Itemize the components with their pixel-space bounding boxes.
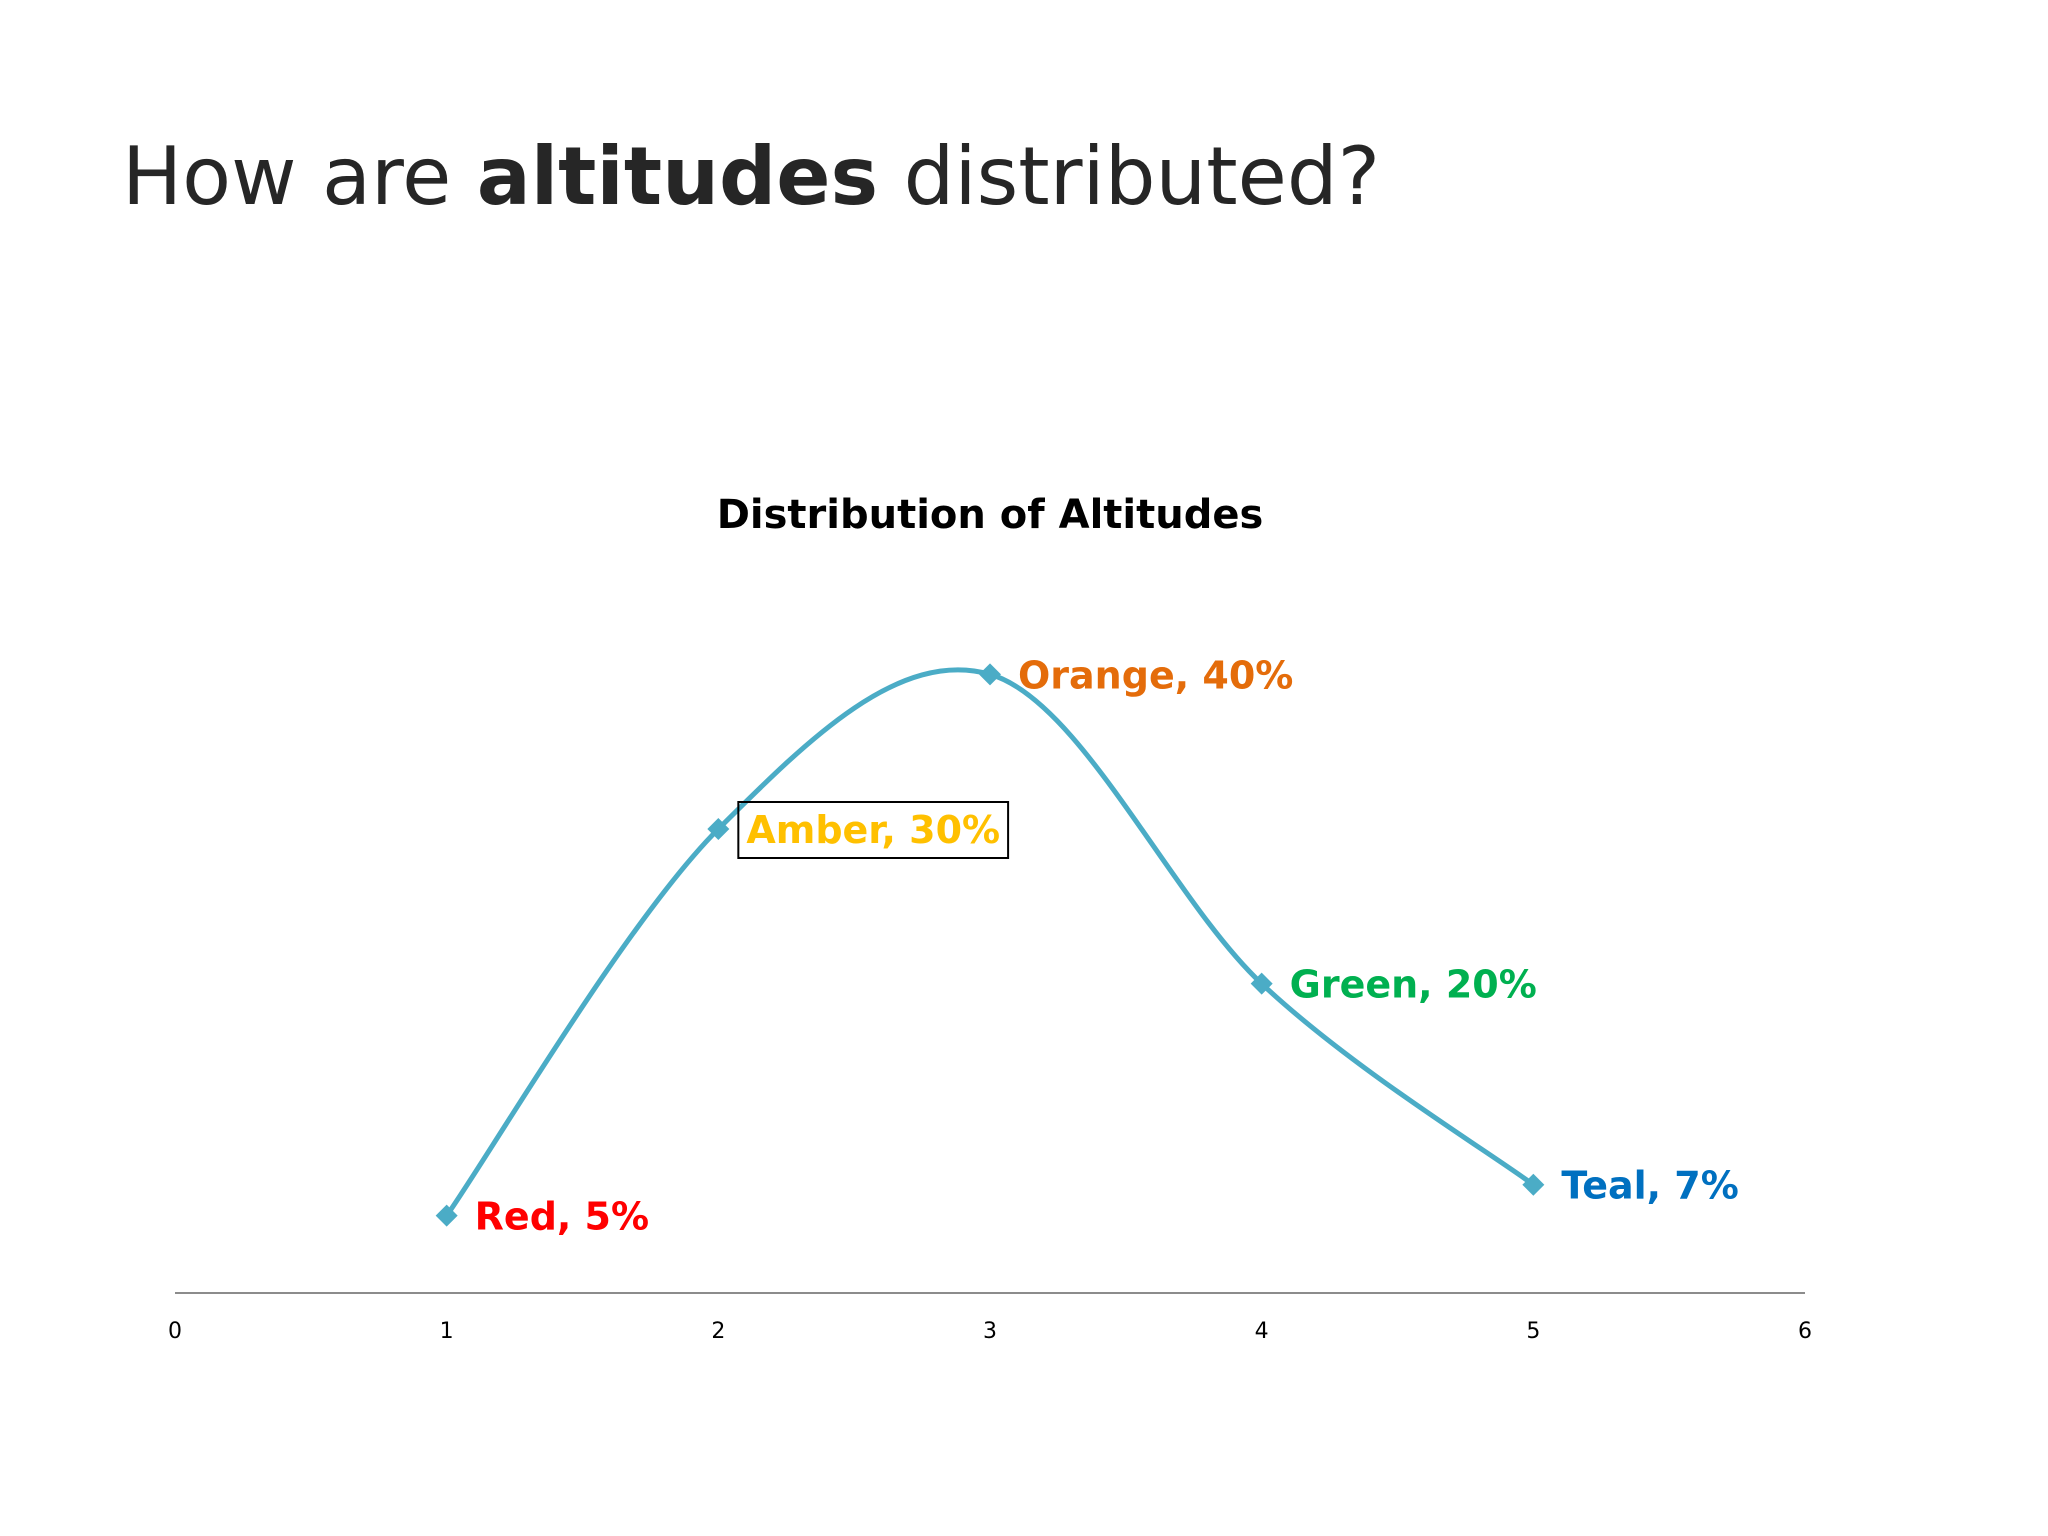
data-point-marker bbox=[979, 663, 1001, 686]
data-point-marker bbox=[1522, 1173, 1545, 1196]
x-tick-label: 1 bbox=[440, 1319, 454, 1344]
data-label: Amber, 30% bbox=[746, 808, 1000, 852]
slide-title-prefix: How are bbox=[122, 130, 477, 223]
slide-title: How are altitudes distributed? bbox=[122, 130, 1380, 223]
x-tick-label: 2 bbox=[711, 1319, 725, 1344]
data-label-box bbox=[737, 801, 1010, 859]
slide-title-bold: altitudes bbox=[476, 130, 879, 223]
data-point-marker bbox=[1250, 972, 1273, 995]
data-point-marker bbox=[707, 818, 730, 840]
x-tick-label: 0 bbox=[168, 1319, 182, 1344]
data-label: Orange, 40% bbox=[1018, 653, 1293, 697]
x-tick-label: 3 bbox=[983, 1319, 997, 1344]
slide-title-suffix: distributed? bbox=[878, 130, 1381, 223]
chart-plot-area: 0 1 2 3 4 5 6 Red, 5% Amber, 30% Orange, 40% Green… bbox=[168, 653, 1812, 1344]
x-tick-label: 4 bbox=[1255, 1319, 1269, 1344]
chart-title: Distribution of Altitudes bbox=[717, 492, 1264, 538]
x-tick-label: 5 bbox=[1526, 1319, 1540, 1344]
x-tick-label: 6 bbox=[1798, 1319, 1812, 1344]
data-label: Teal, 7% bbox=[1561, 1164, 1739, 1208]
data-label: Red, 5% bbox=[475, 1195, 649, 1239]
data-label: Green, 20% bbox=[1290, 963, 1537, 1007]
series-line bbox=[444, 667, 1536, 1219]
data-point-marker bbox=[435, 1204, 458, 1227]
